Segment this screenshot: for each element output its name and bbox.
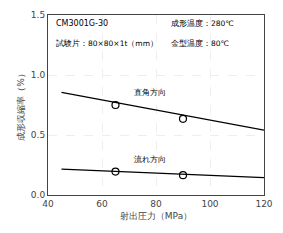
svg-text:1.0: 1.0: [31, 70, 46, 80]
svg-text:40: 40: [42, 199, 54, 209]
svg-text:金型温度：80℃: 金型温度：80℃: [171, 39, 229, 48]
svg-text:成形収縮率（%）: 成形収縮率（%）: [16, 69, 26, 141]
svg-text:射出圧力（MPa）: 射出圧力（MPa）: [120, 211, 192, 221]
svg-text:試験片：80×80×1t（mm）: 試験片：80×80×1t（mm）: [56, 39, 158, 48]
svg-text:100: 100: [201, 199, 218, 209]
svg-text:流れ方向: 流れ方向: [134, 155, 166, 164]
svg-text:1.5: 1.5: [31, 10, 45, 20]
svg-text:60: 60: [96, 199, 108, 209]
svg-text:直角方向: 直角方向: [134, 88, 166, 97]
svg-text:80: 80: [150, 199, 162, 209]
svg-text:0.0: 0.0: [31, 190, 46, 200]
svg-text:成形温度：280℃: 成形温度：280℃: [171, 19, 234, 28]
svg-text:CM3001G-30: CM3001G-30: [56, 19, 108, 28]
svg-text:120: 120: [255, 199, 272, 209]
svg-text:0.5: 0.5: [31, 130, 45, 140]
